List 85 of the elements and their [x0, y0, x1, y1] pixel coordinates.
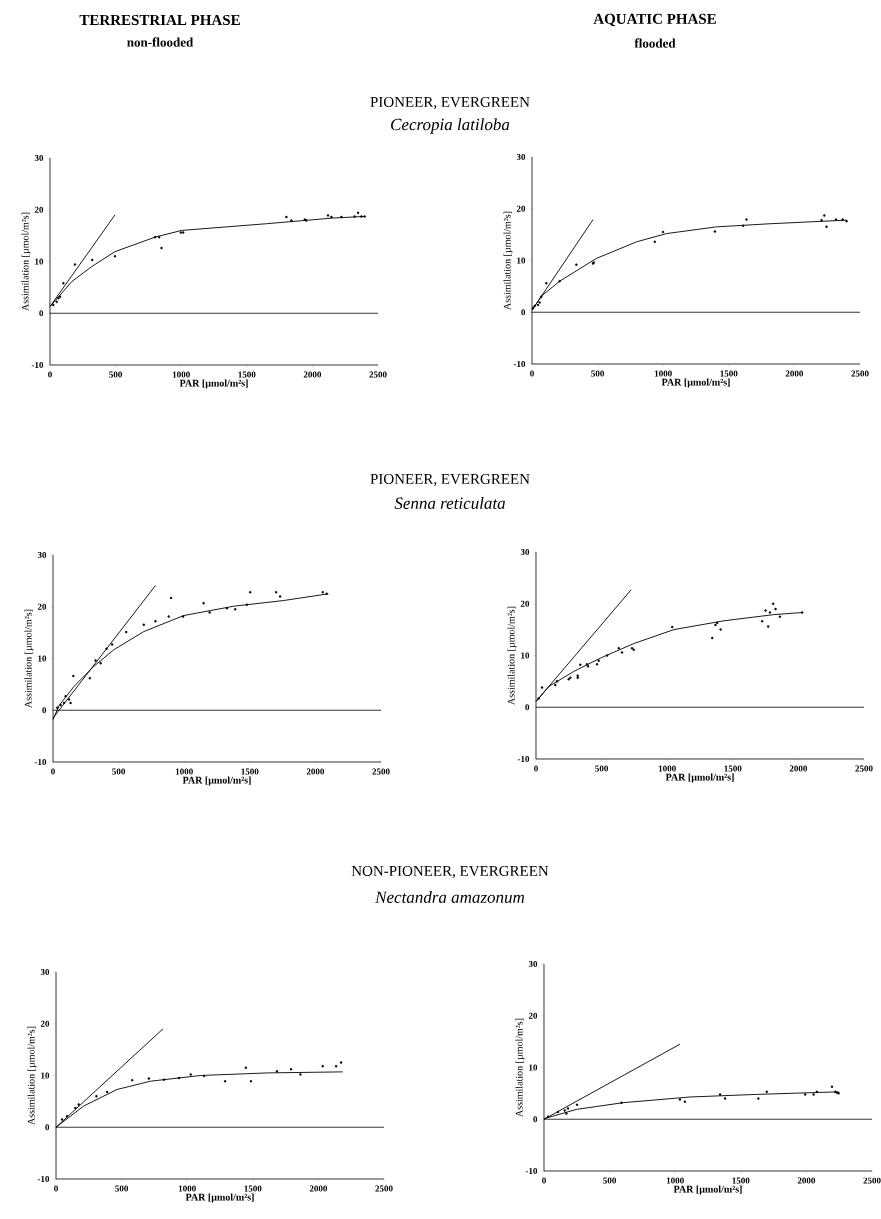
x-axis-title: PAR [µmol/m²s] [673, 1185, 742, 1195]
x-tick-label: 2500 [855, 765, 873, 772]
x-tick-label: 0 [542, 1177, 546, 1184]
y-axis-title: Assimilation [µmol/m²s] [24, 609, 34, 708]
x-tick-label: 1000 [172, 371, 190, 378]
y-tick-label: -10 [517, 755, 530, 763]
y-tick-label: -10 [513, 360, 526, 368]
x-tick-label: 2500 [369, 371, 387, 378]
y-tick-label: 10 [35, 258, 44, 265]
y-tick-label: 30 [37, 551, 47, 559]
x-tick-label: 2500 [863, 1177, 881, 1184]
x-tick-label: 500 [112, 768, 126, 775]
x-axis-title: PAR [µmol/m²s] [179, 379, 248, 389]
x-tick-label: 2000 [303, 371, 322, 378]
y-axis-title: Assimilation [µmol/m²s] [27, 1026, 37, 1125]
chart-subtitle: non-flooded [127, 37, 194, 47]
x-tick-label: 1000 [178, 1185, 196, 1192]
x-tick-label: 1000 [658, 765, 676, 772]
y-tick-label: 10 [38, 655, 47, 662]
y-tick-label: 30 [40, 968, 50, 976]
y-tick-label: 0 [42, 707, 47, 714]
y-axis-title: Assimilation [µmol/m²s] [21, 212, 31, 311]
x-tick-label: 2000 [309, 1185, 328, 1192]
y-tick-label: 10 [529, 1064, 538, 1071]
y-axis-title: Assimilation [µmol/m²s] [507, 606, 517, 705]
chart-title: AQUATIC PHASE [593, 13, 716, 27]
y-tick-label: -10 [31, 361, 44, 369]
y-tick-label: 20 [37, 603, 47, 610]
chart-title: TERRESTRIAL PHASE [79, 14, 240, 26]
x-tick-label: 1500 [244, 1185, 262, 1192]
x-tick-label: 500 [603, 1177, 616, 1184]
y-tick-label: 20 [40, 1020, 50, 1027]
y-tick-label: 30 [528, 960, 538, 968]
x-tick-label: 1500 [724, 765, 742, 772]
y-tick-label: 0 [39, 310, 44, 317]
x-axis-title: PAR [µmol/m²s] [185, 1193, 254, 1203]
text: Senna reticulata [394, 497, 506, 509]
x-tick-label: 2500 [375, 1185, 393, 1192]
y-tick-label: 0 [521, 309, 526, 316]
x-tick-label: 1500 [732, 1177, 750, 1184]
y-tick-label: 30 [520, 548, 530, 556]
x-axis-title: PAR [µmol/m²s] [665, 773, 734, 783]
text: NON-PIONEER, EVERGREEN [351, 865, 549, 879]
x-tick-label: 1000 [654, 370, 672, 377]
y-tick-label: 30 [516, 153, 526, 161]
x-tick-label: 500 [595, 765, 608, 772]
y-axis-title: Assimilation [µmol/m²s] [515, 1018, 525, 1117]
x-tick-label: 500 [115, 1185, 129, 1192]
x-tick-label: 500 [109, 371, 123, 378]
y-tick-label: 0 [45, 1124, 50, 1131]
y-tick-label: 0 [525, 704, 530, 711]
x-tick-label: 1500 [720, 370, 738, 377]
y-tick-label: 20 [34, 206, 44, 213]
y-tick-label: 20 [528, 1012, 538, 1019]
text: PIONEER, EVERGREEN [370, 473, 530, 487]
y-tick-label: 30 [34, 154, 44, 162]
x-tick-label: 2500 [851, 370, 869, 377]
x-tick-label: 2000 [306, 768, 325, 775]
x-tick-label: 1000 [666, 1177, 684, 1184]
x-tick-label: 2500 [372, 768, 390, 775]
chart-subtitle: flooded [634, 38, 676, 48]
x-tick-label: 1500 [238, 371, 256, 378]
text: Cecropia latiloba [391, 118, 510, 134]
x-tick-label: 0 [54, 1185, 58, 1192]
y-tick-label: 10 [41, 1072, 50, 1079]
y-tick-label: -10 [37, 1175, 50, 1183]
x-tick-label: 1500 [241, 768, 259, 775]
x-tick-label: 2000 [789, 765, 808, 772]
x-tick-label: 0 [51, 768, 55, 775]
y-axis-title: Assimilation [µmol/m²s] [503, 211, 513, 310]
x-tick-label: 2000 [785, 370, 804, 377]
text: PIONEER, EVERGREEN [370, 96, 530, 110]
y-tick-label: 20 [520, 600, 530, 607]
y-tick-label: 20 [516, 205, 526, 212]
x-tick-label: 2000 [797, 1177, 816, 1184]
y-tick-label: -10 [34, 758, 47, 766]
x-axis-title: PAR [µmol/m²s] [661, 378, 730, 388]
x-tick-label: 1000 [175, 768, 193, 775]
y-tick-label: 10 [517, 257, 526, 264]
x-tick-label: 500 [591, 370, 604, 377]
y-tick-label: -10 [525, 1167, 538, 1175]
y-tick-label: 10 [521, 652, 530, 659]
y-tick-label: 0 [533, 1116, 538, 1123]
text: Nectandra amazonum [375, 891, 525, 904]
x-axis-title: PAR [µmol/m²s] [182, 776, 251, 786]
